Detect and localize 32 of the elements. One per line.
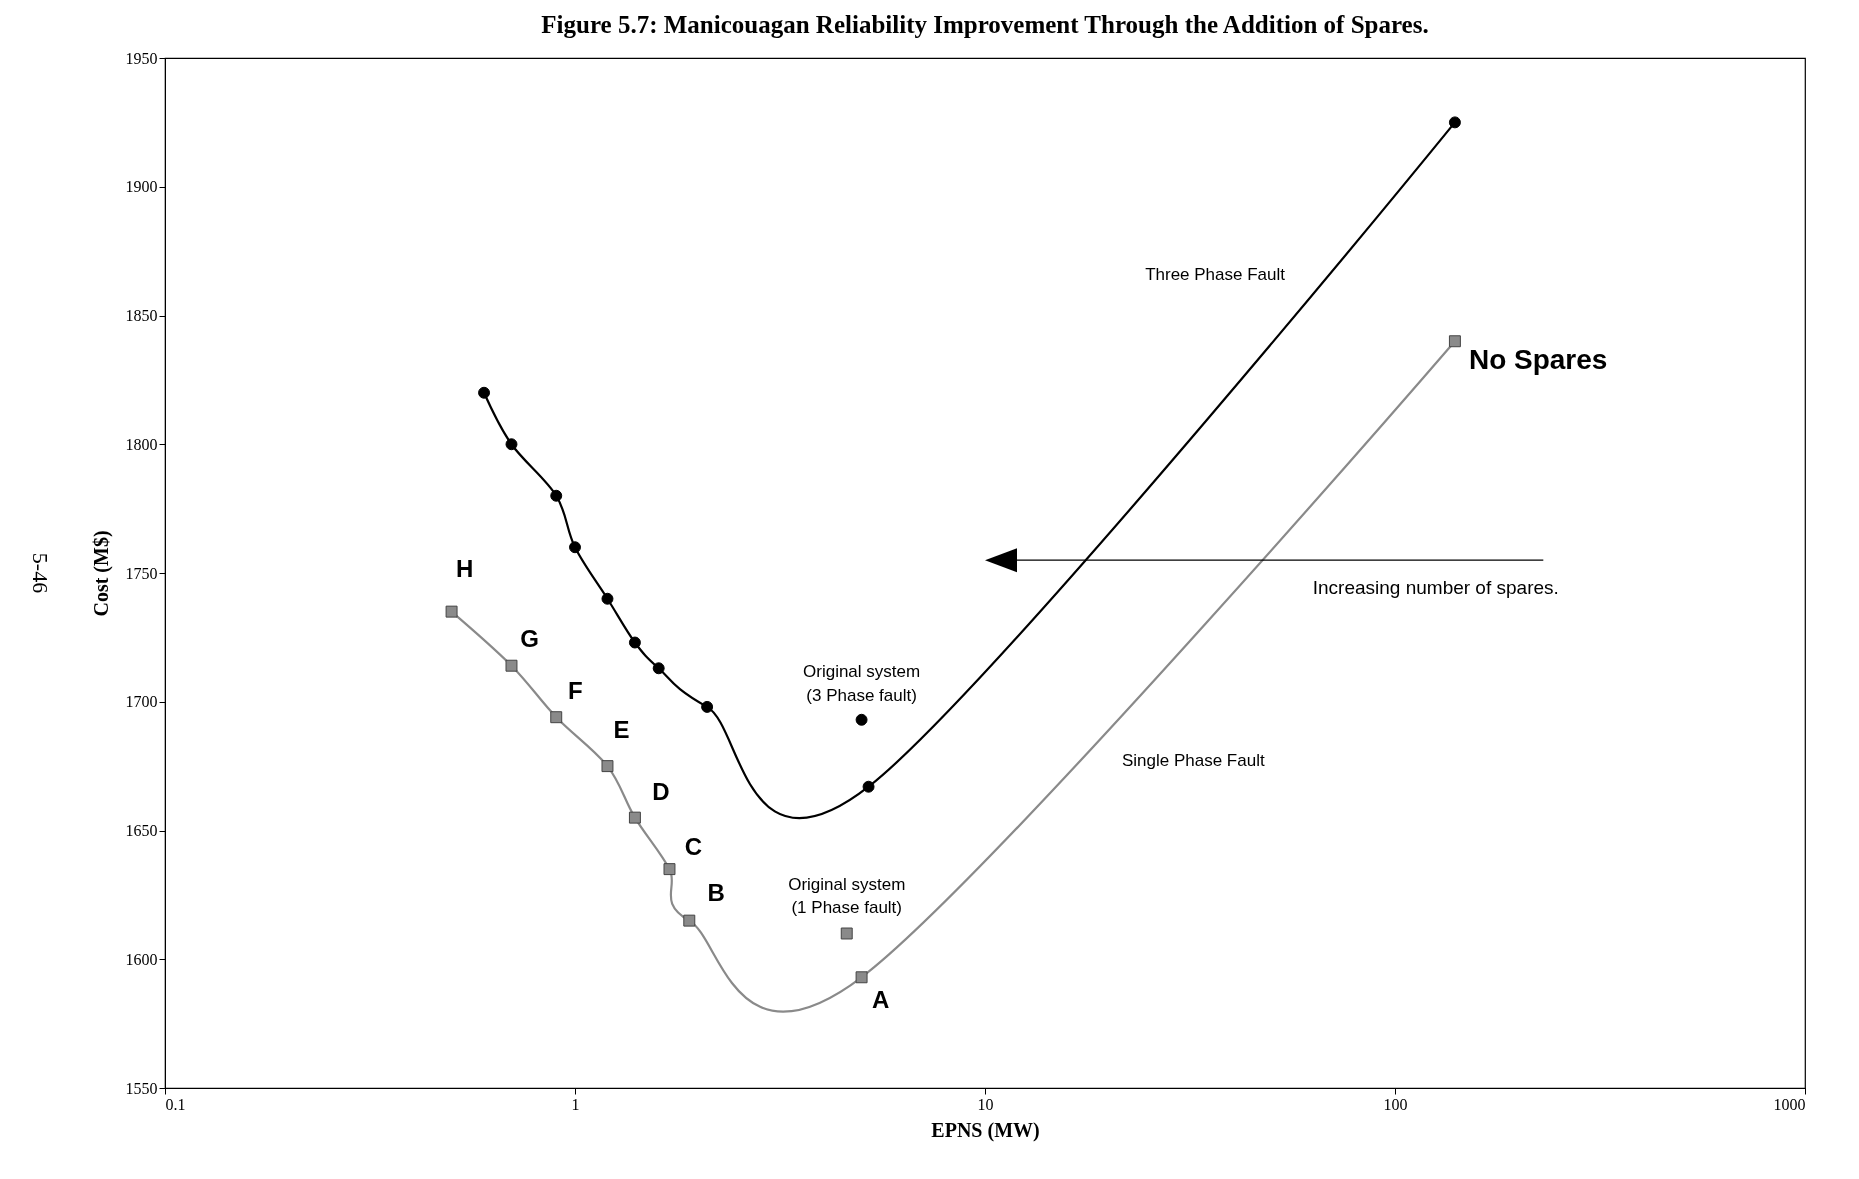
annotation: H [455, 554, 474, 582]
y-tick-label: 1600 [125, 950, 158, 968]
y-tick-label: 1900 [125, 178, 158, 196]
annotation: B [707, 878, 725, 906]
annotation: F [567, 677, 583, 705]
y-axis-title: Cost (M$) [89, 530, 113, 617]
annotation: Original system (1 Phase fault) [788, 874, 906, 918]
y-tick-label: 1800 [125, 435, 158, 453]
x-tick-label: 1 [571, 1095, 580, 1113]
annotation: G [520, 624, 539, 652]
annotation: C [684, 833, 703, 861]
chart-title: Figure 5.7: Manicouagan Reliability Improvement Through the Addition of Spares. [541, 11, 1429, 38]
y-tick-label: 1700 [125, 693, 158, 711]
annotation: No Spares [1468, 344, 1608, 376]
text: 5-46 [28, 552, 53, 594]
series-label: Single Phase Fault [1121, 751, 1265, 771]
x-tick-label: 10 [977, 1095, 994, 1113]
annotation: A [871, 986, 890, 1014]
x-tick-label: 0.1 [165, 1095, 186, 1113]
annotation: E [613, 716, 630, 744]
y-tick-label: 1850 [125, 307, 158, 324]
annotation: D [652, 777, 670, 805]
annotation: Increasing number of spares. [1312, 577, 1559, 599]
y-tick-label: 1650 [125, 822, 158, 839]
x-tick-label: 100 [1383, 1095, 1408, 1113]
series-label: Three Phase Fault [1145, 265, 1286, 285]
y-tick-label: 1750 [125, 564, 158, 582]
annotation: Original system (3 Phase fault) [803, 661, 921, 705]
y-tick-label: 1550 [125, 1079, 158, 1097]
x-axis-title: EPNS (MW) [931, 1118, 1040, 1142]
x-tick-label: 1000 [1773, 1095, 1806, 1113]
y-tick-label: 1950 [125, 49, 158, 67]
